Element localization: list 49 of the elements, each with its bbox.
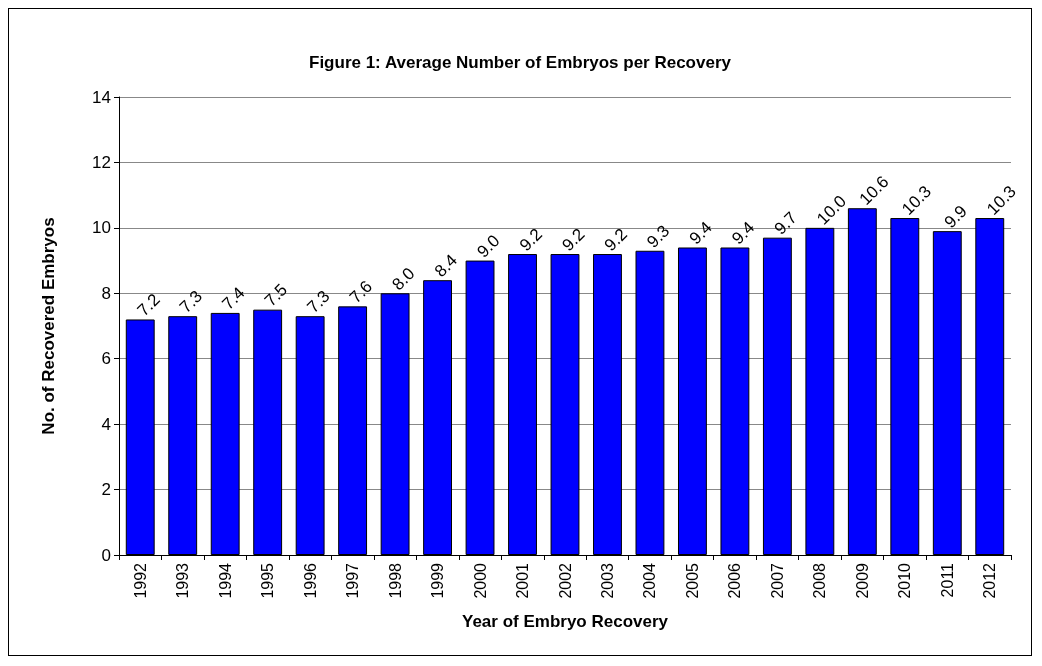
x-tick-label: 2006 [726, 562, 744, 599]
data-label: 9.2 [558, 224, 589, 255]
data-label: 9.2 [600, 224, 631, 255]
y-tick-label: 8 [101, 283, 111, 303]
x-tick-label: 2001 [514, 562, 532, 599]
data-label: 9.7 [770, 208, 801, 239]
x-axis-title: Year of Embryo Recovery [462, 612, 669, 631]
y-tick-label: 10 [92, 218, 111, 238]
x-tick-label: 2002 [556, 562, 574, 599]
x-tick-label: 1996 [301, 562, 319, 599]
y-tick-label: 14 [92, 87, 111, 107]
y-tick-label: 12 [92, 152, 111, 172]
data-label: 9.4 [685, 218, 716, 249]
data-label: 7.2 [133, 290, 164, 321]
x-tick-label: 1993 [174, 562, 192, 599]
x-tick-label: 2009 [853, 562, 871, 599]
y-tick-label: 4 [101, 414, 111, 434]
x-tick-label: 1992 [131, 562, 149, 599]
y-axis-title: No. of Recovered Embryos [39, 217, 58, 435]
data-label: 7.3 [303, 286, 334, 317]
x-tick-label: 1994 [216, 562, 234, 599]
x-tick-label: 2007 [768, 562, 786, 599]
x-tick-label: 1997 [344, 562, 362, 599]
x-tick-label: 2011 [938, 562, 956, 598]
x-tick-label: 2003 [598, 562, 616, 599]
data-label: 7.3 [176, 286, 207, 317]
chart-title: Figure 1: Average Number of Embryos per Recovery [309, 53, 732, 72]
data-label: 9.0 [473, 231, 504, 262]
x-tick-label: 2004 [641, 562, 659, 599]
x-tick-label: 2005 [683, 562, 701, 599]
data-label: 8.4 [430, 250, 461, 281]
y-tick-label: 2 [101, 480, 111, 500]
x-tick-label: 1999 [429, 562, 447, 599]
x-tick-label: 2000 [471, 562, 489, 599]
data-label: 9.2 [515, 224, 546, 255]
data-label: 7.4 [218, 283, 249, 314]
data-label: 7.5 [260, 280, 292, 311]
x-tick-label: 2008 [811, 562, 829, 599]
x-tick-label: 2012 [981, 562, 999, 599]
data-label: 8.0 [388, 263, 419, 294]
data-label: 7.6 [345, 276, 377, 308]
data-label: 9.3 [643, 221, 674, 252]
y-tick-label: 0 [101, 545, 111, 565]
y-tick-label: 6 [101, 349, 111, 369]
data-label: 9.4 [728, 218, 759, 249]
x-tick-label: 1995 [259, 562, 277, 599]
x-tick-label: 1998 [386, 562, 404, 599]
x-tick-label: 2010 [896, 562, 914, 599]
data-label: 9.9 [940, 201, 971, 232]
